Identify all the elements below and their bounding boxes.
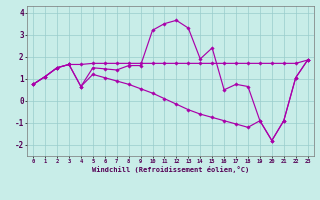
X-axis label: Windchill (Refroidissement éolien,°C): Windchill (Refroidissement éolien,°C) bbox=[92, 166, 249, 173]
